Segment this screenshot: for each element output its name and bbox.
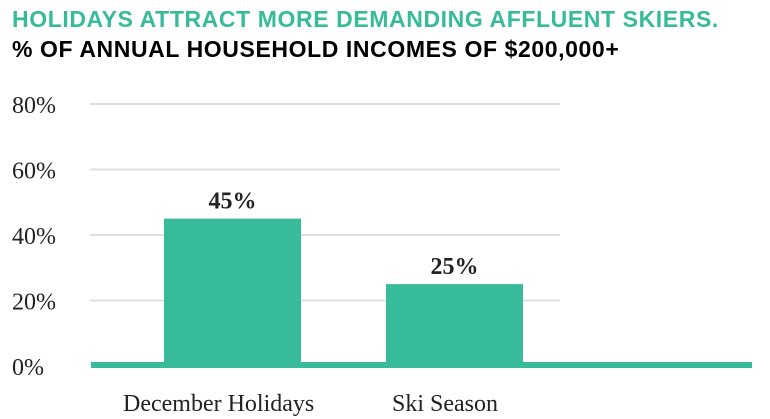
chart-subtitle: % OF ANNUAL HOUSEHOLD INCOMES OF $200,00…	[12, 36, 620, 62]
y-tick-label: 0%	[12, 355, 44, 381]
y-tick-label: 20%	[12, 290, 56, 316]
y-tick-label: 40%	[12, 224, 56, 250]
category-label: December Holidays	[123, 391, 314, 417]
data-label: 25%	[431, 254, 479, 280]
bar	[164, 218, 301, 366]
category-label: Ski Season	[392, 391, 498, 417]
y-tick-label: 60%	[12, 159, 56, 185]
chart-title: HOLIDAYS ATTRACT MORE DEMANDING AFFLUENT…	[12, 6, 719, 32]
baseline	[91, 362, 752, 368]
data-label: 45%	[209, 189, 257, 215]
y-tick-label: 80%	[12, 93, 56, 119]
bar	[386, 284, 523, 366]
